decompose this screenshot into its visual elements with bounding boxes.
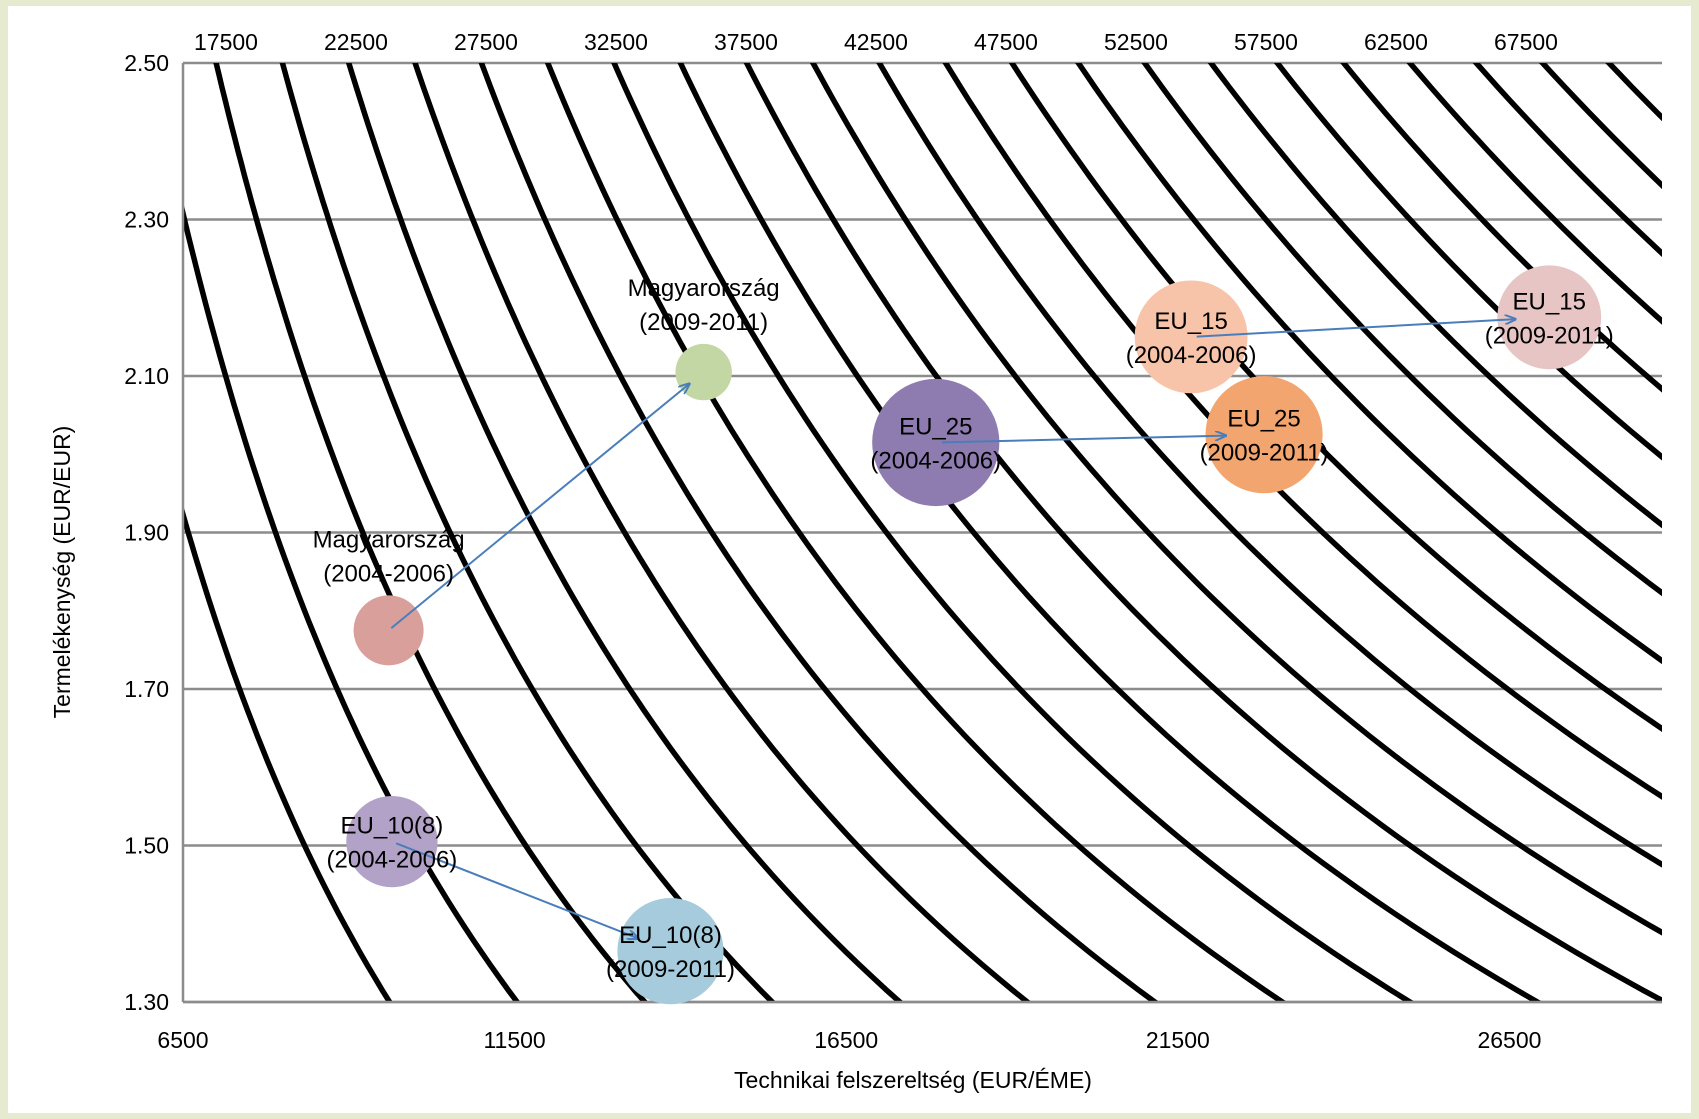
bubble-name-label: EU_25 [899,414,972,441]
isoquant-curve [279,63,777,1002]
bubble-name-label: EU_25 [1227,406,1300,433]
y-tick-label: 1.30 [124,989,169,1015]
bubble [1205,376,1323,494]
bubble-name-label: EU_15 [1513,288,1586,315]
x-tick-label: 16500 [814,1027,878,1053]
isoquant-label: 22500 [324,29,388,55]
isoquant-curve [1008,63,1662,732]
y-tick-label: 2.50 [124,50,169,76]
isoquant-label: 62500 [1364,29,1428,55]
isoquant-curve [809,63,1662,936]
bubble-period-label: (2009-2011) [1485,322,1614,349]
isoquant-curve [183,201,521,1002]
bubble-name-label: EU_10(8) [619,922,722,949]
isoquant-curve [544,63,1288,1002]
x-tick-label: 21500 [1146,1027,1210,1053]
x-tick-label: 6500 [157,1027,208,1053]
isoquant-curve [478,63,1160,1002]
bubble [346,795,438,888]
bubble-name-label: Magyarország [628,275,780,302]
bubble-period-label: (2009-2011) [606,956,735,983]
bubble-period-label: (2004-2006) [327,847,458,874]
isoquant-curve [1141,63,1662,597]
bubble [675,343,732,401]
isoquant-curve [345,63,904,1002]
bubble [353,595,424,666]
isoquant-curve [743,63,1662,1002]
bubble [872,378,1000,507]
isoquant-curve [1075,63,1662,665]
isoquant-label: 47500 [974,29,1038,55]
x-tick-label: 26500 [1477,1027,1541,1053]
isoquant-label: 52500 [1104,29,1168,55]
bubble-period-label: (2009-2011) [1200,440,1329,467]
isoquant-curve [1406,63,1662,325]
bubble [1497,265,1602,370]
bubble-period-label: (2004-2006) [323,560,454,587]
isoquant-curve [1207,63,1662,529]
y-tick-label: 1.70 [124,676,169,702]
chart-frame: Magyarország (2004-2006) Magyarország (2009… [8,6,1691,1113]
isoquant-curve [183,504,393,1002]
isoquant-curve [1472,63,1662,257]
isoquant-curve [1273,63,1662,461]
isoquant-curve [876,63,1662,868]
isoquant-curve [942,63,1662,800]
isoquant-curve [677,63,1544,1002]
bubble-name-label: EU_15 [1154,308,1227,335]
y-tick-label: 1.90 [124,520,169,546]
change-arrow [390,384,689,629]
isoquant-label: 67500 [1494,29,1558,55]
y-tick-label: 1.50 [124,833,169,859]
y-axis-label: Termelékenység (EUR/EUR) [49,426,75,719]
change-arrow [1196,319,1516,338]
bubble-name-label: Magyarország [313,526,465,553]
bubble-chart: Magyarország (2004-2006) Magyarország (2009… [49,29,1662,1093]
x-axis-label: Technikai felszereltség (EUR/ÉME) [734,1067,1092,1093]
isoquant-curve [412,63,1032,1002]
bubble-name-label: EU_10(8) [341,813,444,840]
isoquant-label: 17500 [194,29,258,55]
bubble-period-label: (2004-2006) [1126,342,1257,369]
isoquant-label: 37500 [714,29,778,55]
bubble [1134,280,1248,394]
y-tick-label: 2.10 [124,363,169,389]
bubble [617,898,724,1005]
isoquant-curve [611,63,1416,1002]
isoquant-label: 57500 [1234,29,1298,55]
y-tick-label: 2.30 [124,207,169,233]
isoquant-curve [213,63,649,1002]
change-arrow [941,436,1226,444]
isoquant-label: 42500 [844,29,908,55]
isoquant-label: 32500 [584,29,648,55]
bubble-period-label: (2004-2006) [870,448,1001,475]
isoquant-curve [1340,63,1662,393]
x-tick-label: 11500 [483,1027,545,1053]
change-arrow [395,842,638,938]
bubble-period-label: (2009-2011) [639,309,768,336]
isoquant-label: 27500 [454,29,518,55]
